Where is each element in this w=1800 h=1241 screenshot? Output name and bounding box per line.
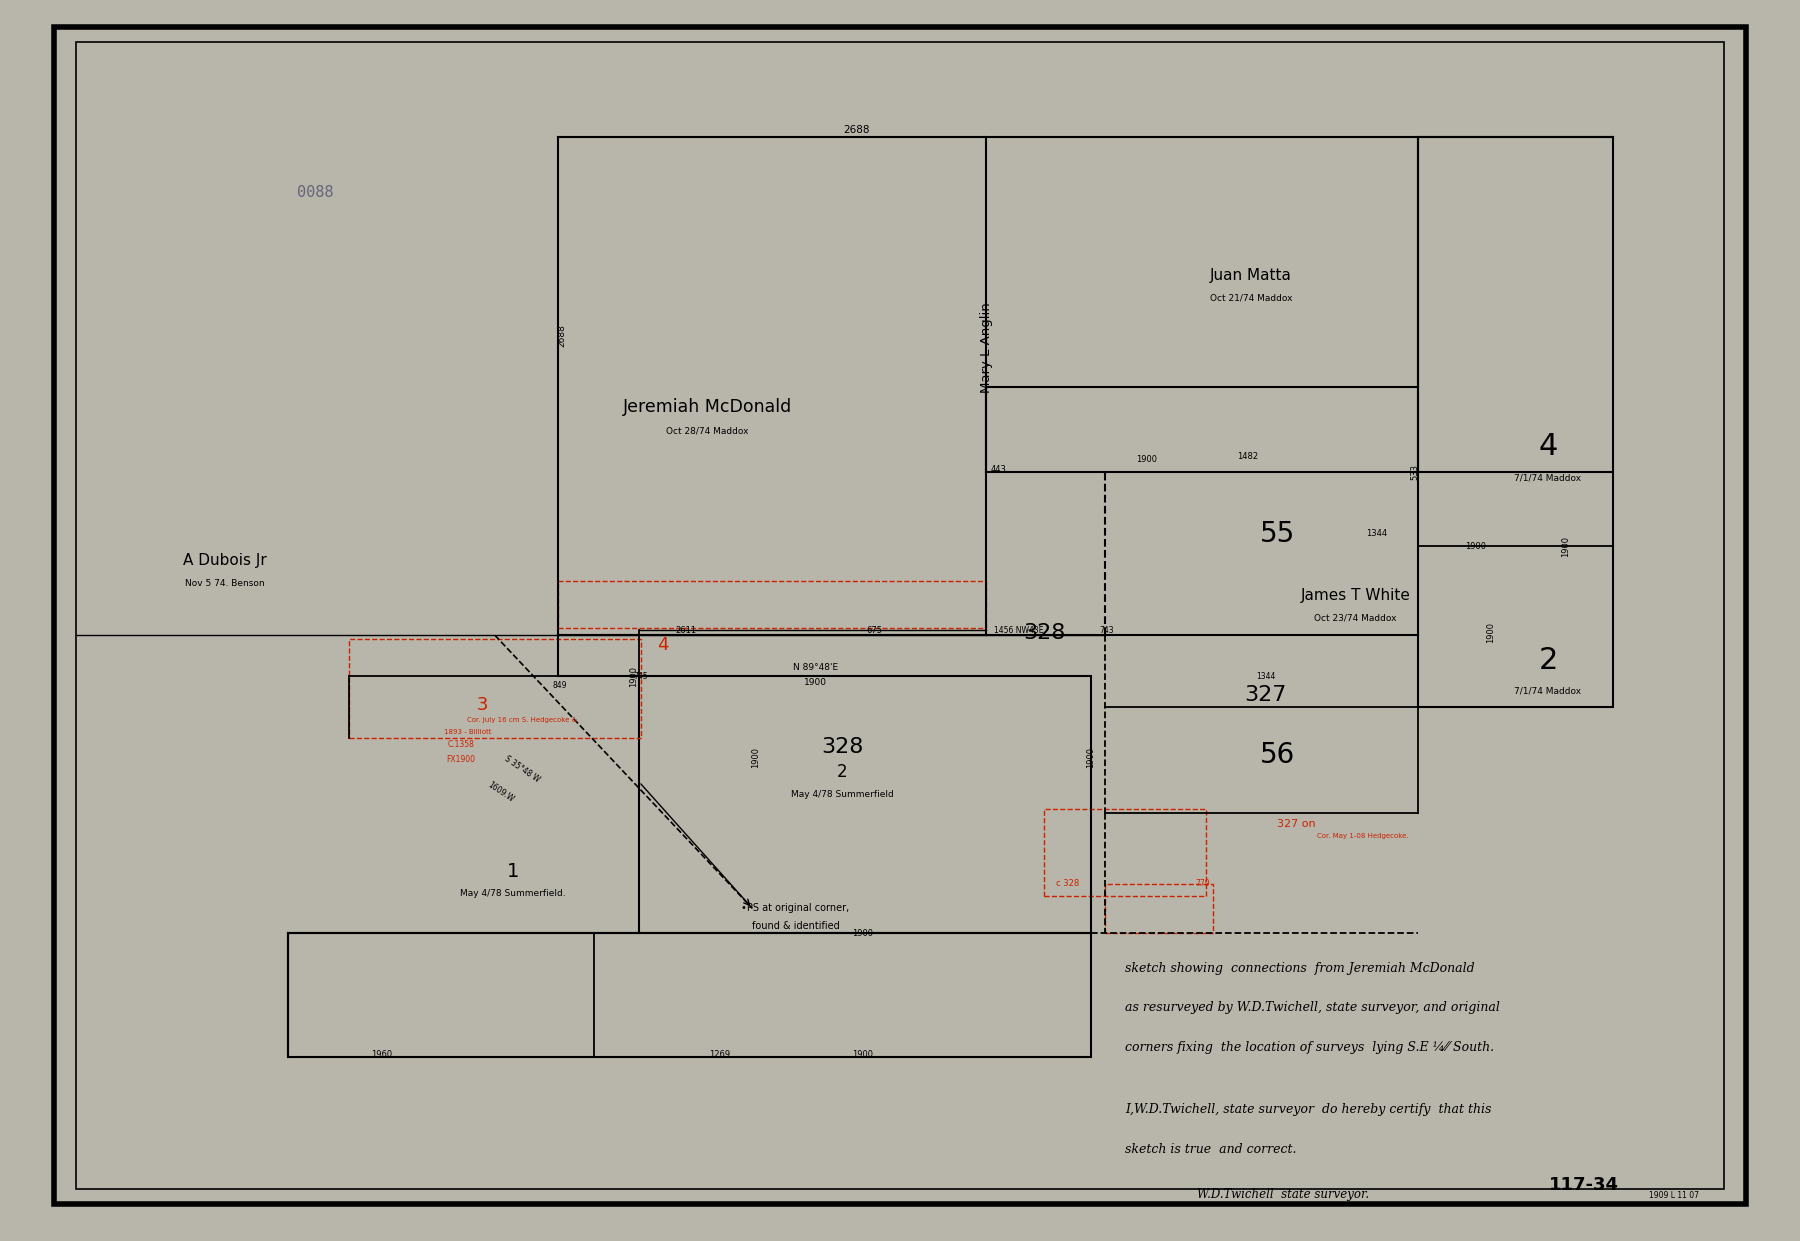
Text: 1900: 1900 — [628, 666, 637, 686]
Text: 1960: 1960 — [371, 1050, 392, 1060]
Text: James T White: James T White — [1300, 588, 1411, 603]
Text: 849: 849 — [553, 680, 567, 690]
Text: Mary L Anglin: Mary L Anglin — [979, 302, 994, 393]
Text: 1900: 1900 — [752, 747, 760, 767]
Text: 743: 743 — [1100, 625, 1114, 635]
Text: FX1900: FX1900 — [446, 755, 475, 764]
Text: 328: 328 — [821, 737, 864, 757]
Text: 1900: 1900 — [851, 1050, 873, 1060]
Text: 117-34: 117-34 — [1550, 1176, 1618, 1194]
Bar — [288, 933, 1091, 1057]
Bar — [1105, 884, 1213, 933]
Text: 443: 443 — [992, 464, 1006, 474]
Text: 1900: 1900 — [851, 928, 873, 938]
Text: 1: 1 — [508, 861, 518, 881]
Text: 327 on: 327 on — [1276, 819, 1316, 829]
Text: 1909 L 11 07: 1909 L 11 07 — [1649, 1190, 1699, 1200]
Text: 779: 779 — [1195, 879, 1210, 889]
Bar — [1418, 137, 1613, 707]
Text: as resurveyed by W.D.Twichell, state surveyor, and original: as resurveyed by W.D.Twichell, state sur… — [1125, 1001, 1499, 1014]
Text: 2: 2 — [837, 763, 848, 781]
Text: 1609.W: 1609.W — [486, 779, 515, 804]
Text: 328: 328 — [1022, 623, 1066, 643]
Text: Cor. July 16 cm S. Hedgecoke &: Cor. July 16 cm S. Hedgecoke & — [466, 717, 578, 722]
Bar — [639, 676, 1091, 933]
Text: c 328: c 328 — [1057, 879, 1078, 889]
Bar — [558, 581, 986, 628]
Text: 7/1/74 Maddox: 7/1/74 Maddox — [1514, 686, 1582, 696]
Text: 327: 327 — [1244, 685, 1287, 705]
Text: corners fixing  the location of surveys  lying S.E ¼⁄⁄ South.: corners fixing the location of surveys l… — [1125, 1041, 1494, 1054]
Text: 1900: 1900 — [1136, 454, 1157, 464]
Text: S 35°48 W: S 35°48 W — [502, 755, 542, 784]
Text: Nov 5 74. Benson: Nov 5 74. Benson — [185, 578, 265, 588]
Text: 533: 533 — [1411, 464, 1418, 479]
Text: •PS at original corner,: •PS at original corner, — [742, 903, 850, 913]
Text: sketch showing  connections  from Jeremiah McDonald: sketch showing connections from Jeremiah… — [1125, 962, 1474, 974]
Text: 1344: 1344 — [1256, 671, 1274, 681]
Text: Juan Matta: Juan Matta — [1210, 268, 1292, 283]
Text: Oct 21/74 Maddox: Oct 21/74 Maddox — [1210, 293, 1292, 303]
Text: 2688: 2688 — [558, 324, 565, 346]
Text: 1900: 1900 — [1562, 536, 1570, 556]
Text: 1482: 1482 — [1237, 452, 1258, 462]
Text: 4: 4 — [1539, 432, 1557, 462]
Bar — [349, 639, 641, 738]
Text: 1900: 1900 — [1485, 623, 1494, 643]
Text: 55: 55 — [1260, 520, 1296, 547]
Text: 1893 - Billiott: 1893 - Billiott — [445, 730, 491, 735]
Text: sketch is true  and correct.: sketch is true and correct. — [1125, 1143, 1296, 1155]
Text: 1456 NW43E: 1456 NW43E — [994, 625, 1044, 635]
Text: found & identified: found & identified — [752, 921, 839, 931]
Text: 1269: 1269 — [709, 1050, 731, 1060]
Text: May 4/78 Summerfield.: May 4/78 Summerfield. — [461, 889, 565, 898]
Text: 56: 56 — [1260, 741, 1296, 768]
Text: 4: 4 — [657, 637, 668, 654]
Text: 1344: 1344 — [1366, 529, 1388, 539]
Text: W.D.Twichell  state surveyor.: W.D.Twichell state surveyor. — [1197, 1188, 1370, 1200]
Text: 7/1/74 Maddox: 7/1/74 Maddox — [1514, 473, 1582, 483]
Text: A Dubois Jr: A Dubois Jr — [184, 553, 266, 568]
Text: 1900: 1900 — [1465, 541, 1487, 551]
Text: May 4/78 Summerfield: May 4/78 Summerfield — [790, 789, 895, 799]
Text: 2688: 2688 — [844, 125, 869, 135]
Text: 2611: 2611 — [675, 625, 697, 635]
Text: 1900: 1900 — [805, 678, 826, 688]
Text: 0088: 0088 — [297, 185, 333, 200]
Text: Cor. May 1-08 Hedgecoke.: Cor. May 1-08 Hedgecoke. — [1318, 834, 1408, 839]
Text: 2: 2 — [1539, 645, 1557, 675]
Text: 675: 675 — [868, 625, 882, 635]
Text: 745: 745 — [634, 671, 648, 681]
Text: Oct 23/74 Maddox: Oct 23/74 Maddox — [1314, 613, 1397, 623]
Text: 3: 3 — [477, 696, 488, 714]
Bar — [1044, 809, 1206, 896]
Text: 1900: 1900 — [1085, 747, 1094, 767]
Text: C.1358: C.1358 — [448, 740, 473, 750]
Text: Jeremiah McDonald: Jeremiah McDonald — [623, 398, 792, 416]
Text: N 89°48'E: N 89°48'E — [792, 663, 839, 673]
Text: Oct 28/74 Maddox: Oct 28/74 Maddox — [666, 426, 749, 436]
Text: I,W.D.Twichell, state surveyor  do hereby certify  that this: I,W.D.Twichell, state surveyor do hereby… — [1125, 1103, 1492, 1116]
